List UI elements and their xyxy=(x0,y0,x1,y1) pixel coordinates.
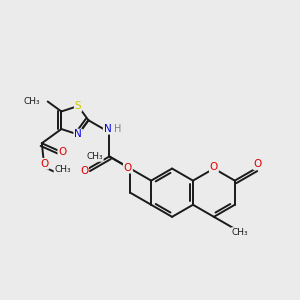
Text: O: O xyxy=(210,162,218,172)
Text: CH₃: CH₃ xyxy=(54,165,71,174)
Text: O: O xyxy=(40,159,49,169)
Text: S: S xyxy=(75,101,81,111)
Text: N: N xyxy=(104,124,112,134)
Text: O: O xyxy=(254,159,262,169)
Text: CH₃: CH₃ xyxy=(86,152,103,161)
Text: O: O xyxy=(80,167,88,176)
Text: H: H xyxy=(114,124,121,134)
Text: N: N xyxy=(74,130,82,140)
Text: CH₃: CH₃ xyxy=(24,97,40,106)
Text: O: O xyxy=(58,147,67,157)
Text: O: O xyxy=(124,163,132,173)
Text: CH₃: CH₃ xyxy=(232,228,248,237)
